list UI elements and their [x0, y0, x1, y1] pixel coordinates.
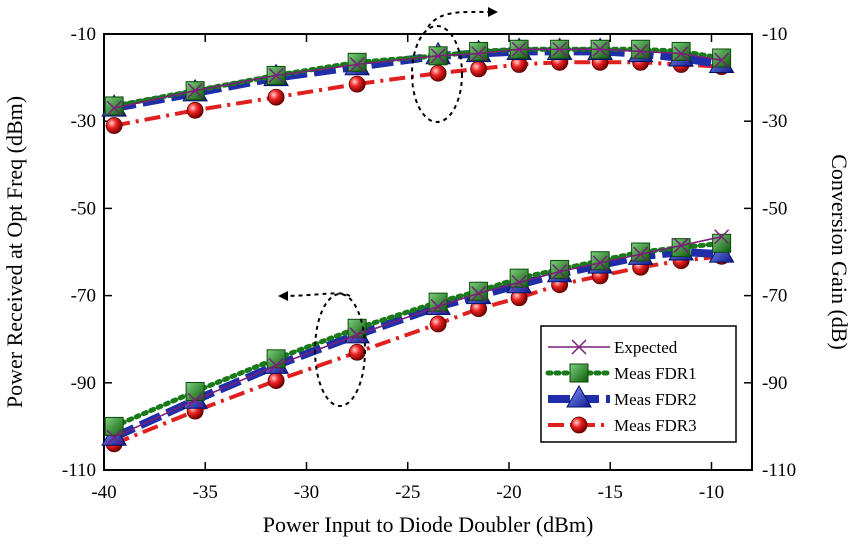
point-x-marker [552, 41, 568, 57]
point-x-marker [673, 237, 689, 253]
point-x-marker [268, 67, 284, 83]
y-tick-label-right: -110 [762, 460, 796, 481]
point-x-marker [430, 48, 446, 64]
point-sphere-marker [470, 60, 488, 78]
annotation-ellipse-power [314, 293, 366, 407]
legend-label: Meas FDR2 [614, 390, 697, 409]
point-sphere-marker [429, 64, 447, 82]
point-x-marker [511, 274, 527, 291]
y-axis-label-right: Conversion Gain (dB) [827, 154, 852, 350]
point-square-marker [428, 292, 448, 312]
x-tick-label: -15 [598, 482, 623, 503]
point-x-marker [471, 46, 487, 62]
point-square-marker [631, 242, 651, 262]
y-tick-label-left: -70 [71, 286, 96, 307]
point-square-marker [469, 41, 489, 61]
point-sphere-marker [429, 315, 447, 333]
legend-item-meas-fdr1: Meas FDR1 [545, 363, 697, 383]
y-tick-label-left: -110 [62, 460, 96, 481]
x-axis-label: Power Input to Diode Doubler (dBm) [263, 512, 594, 537]
point-square-marker [712, 48, 732, 68]
plot-frame [103, 33, 753, 471]
point-x-marker [430, 298, 446, 315]
legend-label: Meas FDR3 [614, 416, 697, 435]
point-square-marker [712, 233, 732, 253]
point-sphere-marker [267, 88, 285, 106]
x-tick-label: -20 [496, 482, 521, 503]
y-tick-label-left: -30 [71, 111, 96, 132]
x-tick-label: -40 [91, 482, 116, 503]
point-x-marker [349, 56, 365, 73]
annotation-arrow-right [427, 6, 498, 28]
point-square-marker [104, 416, 124, 436]
point-x-marker [106, 429, 122, 445]
point-sphere-marker [186, 101, 204, 119]
y-tick-label-right: -30 [762, 111, 787, 132]
series-line [113, 48, 722, 109]
point-square-marker [590, 251, 610, 271]
legend-item-meas-fdr3: Meas FDR3 [548, 416, 697, 435]
point-x-marker [187, 83, 203, 99]
legend-label: Meas FDR1 [614, 364, 697, 383]
y-tick-label-left: -90 [71, 373, 96, 394]
legend-label: Expected [614, 338, 678, 357]
x-tick-label: -30 [294, 482, 319, 503]
y-tick-label-right: -10 [762, 24, 787, 45]
point-x-marker [714, 229, 730, 245]
y-tick-label-right: -90 [762, 373, 787, 394]
point-sphere-marker [570, 416, 588, 434]
point-x-marker [268, 357, 284, 373]
legend: Expected Meas FDR1 Meas FDR2 Meas FDR3 [540, 325, 737, 443]
point-sphere-marker [348, 75, 366, 93]
x-tick-label: -35 [193, 482, 218, 503]
point-square-marker [631, 39, 651, 59]
point-square-marker [671, 41, 691, 61]
annotation-ellipse-gain [411, 25, 463, 123]
y-tick-label-left: -50 [71, 198, 96, 219]
point-sphere-marker [267, 372, 285, 390]
point-x-marker [106, 100, 122, 116]
point-x-marker [571, 339, 587, 355]
point-x-marker [471, 285, 487, 301]
y-tick-label-right: -50 [762, 198, 787, 219]
point-sphere-marker [105, 117, 123, 134]
point-x-marker [511, 41, 527, 57]
point-x-marker [592, 255, 608, 271]
point-x-marker [552, 264, 568, 280]
series-expected-gain [106, 41, 730, 116]
x-tick-label: -10 [699, 482, 724, 503]
point-square-marker [509, 268, 529, 288]
legend-item-meas-fdr2: Meas FDR2 [548, 384, 697, 409]
annotation-arrow-left [278, 290, 351, 301]
point-sphere-marker [348, 343, 366, 361]
point-square-marker [569, 363, 589, 383]
y-tick-label-left: -10 [71, 24, 96, 45]
y-tick-label-right: -70 [762, 286, 787, 307]
x-tick-label: -25 [395, 482, 420, 503]
point-x-marker [187, 392, 203, 408]
series-expected-power [106, 229, 730, 445]
point-x-marker [592, 41, 608, 57]
point-x-marker [633, 246, 649, 262]
y-axis-label-left: Power Received at Opt Freq (dBm) [2, 96, 27, 408]
point-triangle-marker [566, 384, 592, 408]
point-x-marker [714, 52, 730, 68]
point-x-marker [673, 46, 689, 62]
point-square-marker [347, 52, 367, 72]
series-line [113, 235, 722, 439]
point-x-marker [349, 327, 365, 343]
point-x-marker [633, 43, 649, 59]
legend-item-expected: Expected [548, 338, 678, 357]
